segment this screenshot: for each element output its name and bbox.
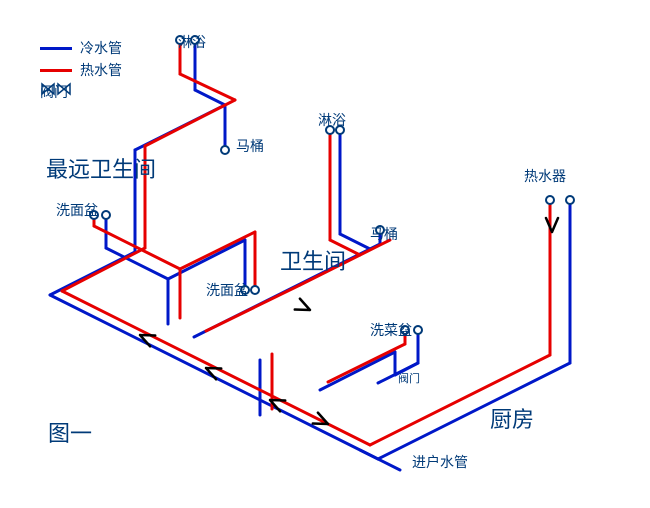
area-far-bathroom: 最远卫生间 [46,152,156,184]
label-shower-1: 淋浴 [178,32,206,52]
label-sink: 洗菜盆 [370,320,412,340]
label-main-inlet: 进户水管 [412,452,468,472]
label-shower-2: 淋浴 [318,110,346,130]
label-heater: 热水器 [524,166,566,186]
label-toilet-1: 马桶 [236,136,264,156]
plumbing-diagram: 冷水管 热水管 阀门 最远卫生间 卫生间 厨房 图一 淋浴 马桶 洗面盆 洗面盆… [0,0,650,508]
figure-caption: 图一 [48,416,92,448]
label-valve: 阀门 [398,370,420,386]
label-toilet-2: 马桶 [370,224,398,244]
area-kitchen: 厨房 [490,402,534,434]
label-basin-1: 洗面盆 [56,200,98,220]
label-basin-2: 洗面盆 [206,280,248,300]
area-bathroom: 卫生间 [280,244,346,276]
